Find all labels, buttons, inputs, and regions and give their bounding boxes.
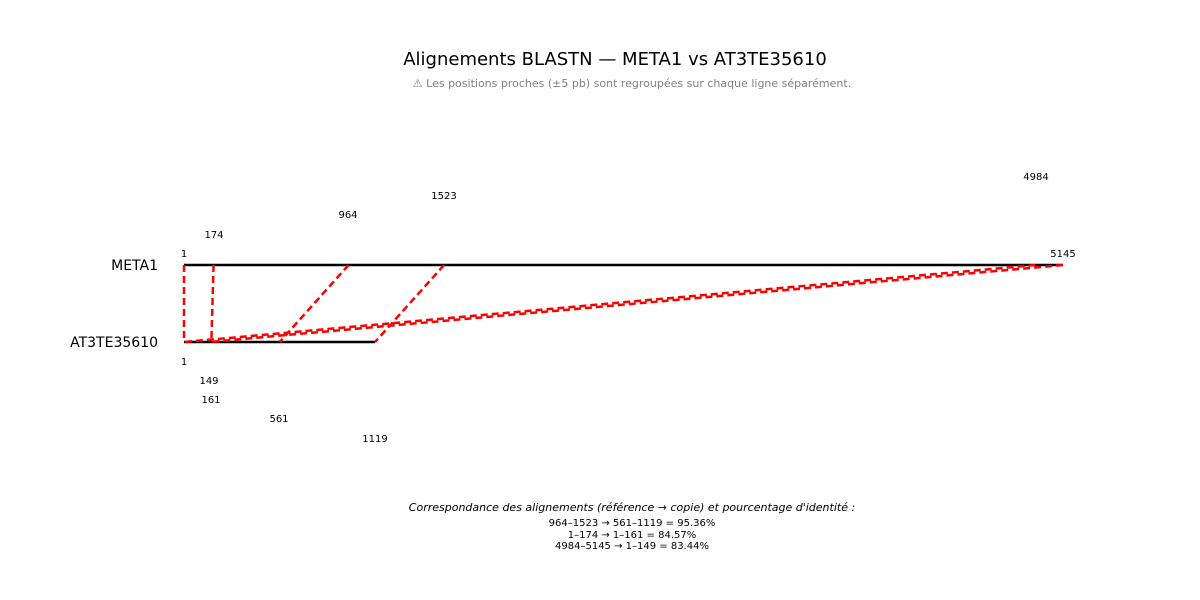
ref-position-label: 174 bbox=[204, 230, 223, 241]
query-position-label: 161 bbox=[201, 395, 220, 406]
alignment-connector bbox=[182, 264, 215, 343]
caption-title: Correspondance des alignements (référenc… bbox=[409, 501, 855, 514]
ref-position-label: 4984 bbox=[1023, 172, 1048, 183]
diagram-subtitle: ⚠ Les positions proches (±5 pb) sont reg… bbox=[413, 77, 851, 90]
caption-line: 964–1523 → 561–1119 = 95.36% bbox=[549, 518, 716, 529]
caption-line: 4984–5145 → 1–149 = 83.44% bbox=[555, 541, 709, 552]
query-position-label: 149 bbox=[199, 376, 218, 387]
query-position-label: 1119 bbox=[362, 434, 387, 445]
reference-sequence-label: META1 bbox=[111, 258, 158, 274]
alignment-edge bbox=[278, 264, 350, 343]
alignment-edge bbox=[210, 264, 215, 343]
alignment-edge bbox=[374, 264, 446, 343]
ref-position-label: 1523 bbox=[431, 191, 456, 202]
ref-position-label: 964 bbox=[338, 210, 357, 221]
caption-line: 1–174 → 1–161 = 84.57% bbox=[568, 530, 697, 541]
ref-position-label: 1 bbox=[181, 249, 187, 260]
query-position-label: 561 bbox=[269, 414, 288, 425]
alignment-connector bbox=[183, 263, 1064, 344]
alignment-connectors bbox=[182, 263, 1064, 344]
alignment-edge bbox=[183, 263, 1036, 344]
ref-position-label: 5145 bbox=[1050, 249, 1075, 260]
query-position-label: 1 bbox=[181, 357, 187, 368]
diagram-title: Alignements BLASTN — META1 vs AT3TE35610 bbox=[403, 49, 827, 70]
query-sequence-label: AT3TE35610 bbox=[70, 335, 158, 351]
alignment-connector bbox=[278, 264, 446, 343]
